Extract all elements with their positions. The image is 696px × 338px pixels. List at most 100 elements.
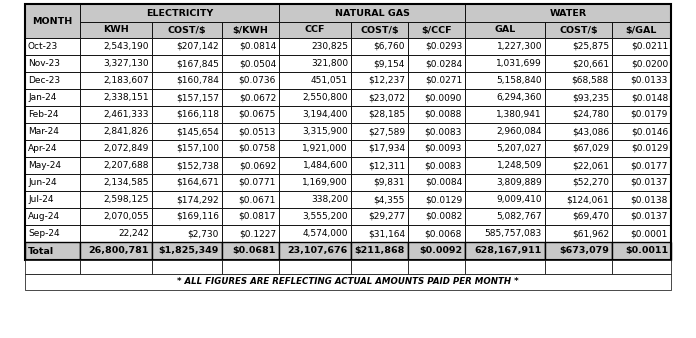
- Text: Total: Total: [28, 246, 54, 256]
- Bar: [351, 260, 408, 274]
- Text: $145,654: $145,654: [176, 127, 219, 136]
- Text: 2,134,585: 2,134,585: [104, 178, 149, 187]
- Bar: [545, 157, 612, 174]
- Text: 6,294,360: 6,294,360: [496, 93, 542, 102]
- Bar: [351, 123, 408, 140]
- Bar: [222, 174, 279, 191]
- Bar: [612, 123, 671, 140]
- Text: $9,831: $9,831: [374, 178, 405, 187]
- Bar: [545, 89, 612, 106]
- Bar: [152, 72, 222, 89]
- Text: NATURAL GAS: NATURAL GAS: [335, 8, 409, 18]
- Bar: [465, 174, 545, 191]
- Bar: [465, 4, 671, 22]
- Text: $0.0001: $0.0001: [631, 229, 668, 238]
- Text: $4,355: $4,355: [374, 195, 405, 204]
- Text: $0.0146: $0.0146: [631, 127, 668, 136]
- Bar: [465, 38, 545, 55]
- Bar: [222, 140, 279, 157]
- Bar: [408, 174, 465, 191]
- Bar: [222, 123, 279, 140]
- Bar: [408, 55, 465, 72]
- Text: 2,072,849: 2,072,849: [104, 144, 149, 153]
- Bar: [465, 89, 545, 106]
- Bar: [465, 225, 545, 242]
- Bar: [545, 38, 612, 55]
- Bar: [80, 174, 152, 191]
- Bar: [351, 174, 408, 191]
- Bar: [545, 72, 612, 89]
- Text: $0.0138: $0.0138: [631, 195, 668, 204]
- Text: $152,738: $152,738: [176, 161, 219, 170]
- Bar: [545, 260, 612, 274]
- Bar: [222, 89, 279, 106]
- Bar: [80, 157, 152, 174]
- Bar: [279, 4, 465, 22]
- Bar: [408, 242, 465, 260]
- Text: $69,470: $69,470: [572, 212, 609, 221]
- Text: 2,183,607: 2,183,607: [104, 76, 149, 85]
- Bar: [80, 89, 152, 106]
- Text: $0.0084: $0.0084: [425, 178, 462, 187]
- Bar: [408, 225, 465, 242]
- Text: Sep-24: Sep-24: [28, 229, 60, 238]
- Bar: [279, 140, 351, 157]
- Bar: [351, 89, 408, 106]
- Bar: [152, 191, 222, 208]
- Text: $17,934: $17,934: [368, 144, 405, 153]
- Bar: [612, 208, 671, 225]
- Bar: [25, 123, 80, 140]
- Text: $22,061: $22,061: [572, 161, 609, 170]
- Bar: [152, 123, 222, 140]
- Bar: [25, 4, 80, 38]
- Text: $0.0011: $0.0011: [625, 246, 668, 256]
- Text: $24,780: $24,780: [572, 110, 609, 119]
- Text: $157,157: $157,157: [176, 93, 219, 102]
- Text: $0.0675: $0.0675: [239, 110, 276, 119]
- Text: $2,730: $2,730: [188, 229, 219, 238]
- Text: $0.0088: $0.0088: [425, 110, 462, 119]
- Bar: [612, 55, 671, 72]
- Bar: [222, 106, 279, 123]
- Bar: [25, 140, 80, 157]
- Bar: [408, 157, 465, 174]
- Text: $124,061: $124,061: [567, 195, 609, 204]
- Bar: [279, 72, 351, 89]
- Bar: [351, 208, 408, 225]
- Bar: [408, 38, 465, 55]
- Text: COST/$: COST/$: [361, 25, 399, 34]
- Bar: [545, 55, 612, 72]
- Bar: [408, 208, 465, 225]
- Text: $1,825,349: $1,825,349: [159, 246, 219, 256]
- Text: KWH: KWH: [103, 25, 129, 34]
- Text: $0.0092: $0.0092: [419, 246, 462, 256]
- Bar: [351, 106, 408, 123]
- Text: $/CCF: $/CCF: [421, 25, 452, 34]
- Text: $0.0671: $0.0671: [239, 195, 276, 204]
- Bar: [545, 106, 612, 123]
- Bar: [80, 260, 152, 274]
- Bar: [351, 72, 408, 89]
- Text: $0.0082: $0.0082: [425, 212, 462, 221]
- Bar: [465, 22, 545, 38]
- Bar: [279, 225, 351, 242]
- Text: 2,070,055: 2,070,055: [104, 212, 149, 221]
- Bar: [465, 106, 545, 123]
- Bar: [25, 38, 80, 55]
- Bar: [152, 55, 222, 72]
- Text: $0.0692: $0.0692: [239, 161, 276, 170]
- Text: $0.0758: $0.0758: [239, 144, 276, 153]
- Text: 2,598,125: 2,598,125: [104, 195, 149, 204]
- Text: $0.0200: $0.0200: [631, 59, 668, 68]
- Text: WATER: WATER: [549, 8, 587, 18]
- Text: 4,574,000: 4,574,000: [303, 229, 348, 238]
- Bar: [612, 140, 671, 157]
- Bar: [351, 140, 408, 157]
- Bar: [152, 260, 222, 274]
- Text: GAL: GAL: [494, 25, 516, 34]
- Text: 1,921,000: 1,921,000: [302, 144, 348, 153]
- Bar: [279, 22, 351, 38]
- Text: 2,550,800: 2,550,800: [302, 93, 348, 102]
- Bar: [612, 242, 671, 260]
- Bar: [80, 22, 152, 38]
